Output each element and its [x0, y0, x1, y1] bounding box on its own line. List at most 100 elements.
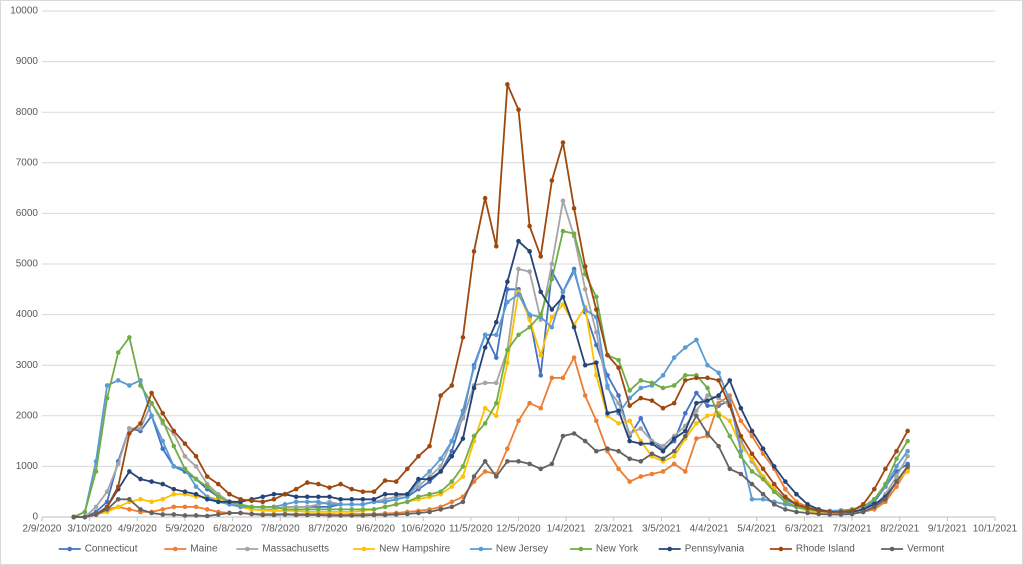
y-tick-label: 3000 — [16, 360, 39, 371]
data-point — [216, 494, 221, 500]
data-point — [816, 511, 821, 517]
data-point — [671, 355, 677, 360]
data-point — [493, 319, 499, 325]
data-point — [738, 405, 744, 411]
data-point — [460, 335, 466, 340]
data-point — [405, 491, 410, 497]
data-point — [660, 448, 666, 454]
data-point — [338, 502, 343, 507]
data-point — [249, 498, 254, 504]
data-point — [493, 243, 499, 249]
data-point — [316, 499, 321, 505]
data-point — [582, 287, 588, 292]
legend-item: New Jersey — [469, 544, 548, 555]
data-point — [627, 418, 632, 424]
data-point — [527, 249, 532, 254]
data-point — [282, 491, 288, 497]
data-point — [327, 494, 332, 500]
data-point — [516, 332, 521, 338]
data-point — [549, 461, 555, 467]
data-point — [271, 512, 277, 518]
data-point — [338, 513, 343, 518]
data-point — [416, 494, 421, 500]
x-tick-label: 6/8/2020 — [213, 524, 252, 535]
data-point — [482, 469, 488, 474]
x-tick-label: 4/4/2021 — [690, 524, 729, 535]
data-point — [349, 513, 355, 518]
legend-marker — [478, 546, 484, 552]
y-tick-label: 8000 — [16, 107, 39, 118]
data-point — [193, 491, 199, 497]
data-point — [304, 480, 310, 485]
data-point — [138, 476, 143, 482]
data-point — [605, 352, 610, 358]
data-point — [682, 433, 688, 439]
data-point — [115, 496, 121, 502]
data-point — [371, 496, 377, 502]
x-tick-label: 8/2/2021 — [880, 524, 919, 535]
data-point — [905, 448, 910, 454]
data-point — [360, 502, 366, 507]
data-point — [482, 421, 488, 426]
legend-marker — [889, 546, 895, 552]
data-point — [460, 464, 466, 469]
data-point — [327, 513, 332, 518]
data-point — [549, 307, 555, 312]
data-point — [771, 489, 777, 495]
data-point — [827, 512, 833, 517]
data-point — [104, 395, 110, 401]
x-tick-label: 2/3/2021 — [594, 524, 633, 535]
data-point — [660, 443, 666, 449]
data-point — [149, 400, 154, 406]
data-point — [727, 403, 733, 408]
data-point — [883, 481, 888, 487]
data-point — [671, 461, 677, 467]
data-point — [227, 510, 232, 516]
data-point — [638, 395, 644, 401]
x-tick-label: 12/5/2020 — [496, 524, 541, 535]
data-point — [438, 469, 443, 474]
data-point — [193, 464, 199, 469]
data-point — [171, 504, 177, 510]
data-point — [571, 431, 577, 436]
data-point — [482, 345, 488, 350]
data-point — [538, 466, 544, 472]
data-point — [171, 486, 177, 492]
data-point — [204, 507, 210, 512]
data-point — [516, 459, 521, 464]
data-point — [371, 489, 377, 495]
data-point — [527, 324, 532, 330]
data-point — [471, 249, 477, 254]
data-point — [649, 451, 655, 457]
x-tick-label: 7/3/2021 — [833, 524, 872, 535]
x-tick-label: 2/9/2020 — [23, 524, 62, 535]
data-point — [149, 510, 154, 516]
x-tick-label: 11/5/2020 — [449, 524, 493, 535]
data-point — [193, 453, 199, 459]
data-point — [349, 502, 355, 507]
data-point — [382, 512, 388, 518]
data-point — [349, 486, 355, 492]
data-point — [371, 507, 377, 512]
data-point — [138, 507, 143, 512]
data-point — [783, 494, 788, 500]
y-tick-label: 10000 — [10, 6, 38, 17]
data-point — [538, 289, 544, 295]
data-point — [482, 195, 488, 201]
data-point — [849, 511, 855, 517]
data-point — [304, 512, 310, 518]
data-point — [249, 511, 254, 517]
x-tick-label: 10/1/2021 — [973, 524, 1018, 535]
data-point — [138, 426, 143, 431]
data-point — [516, 266, 521, 272]
data-point — [727, 378, 733, 383]
data-point — [416, 476, 421, 482]
data-point — [694, 337, 699, 343]
series-line — [73, 84, 909, 518]
data-point — [482, 405, 488, 411]
data-point — [271, 491, 277, 497]
data-point — [204, 484, 210, 489]
data-point — [304, 494, 310, 500]
data-point — [883, 496, 888, 502]
